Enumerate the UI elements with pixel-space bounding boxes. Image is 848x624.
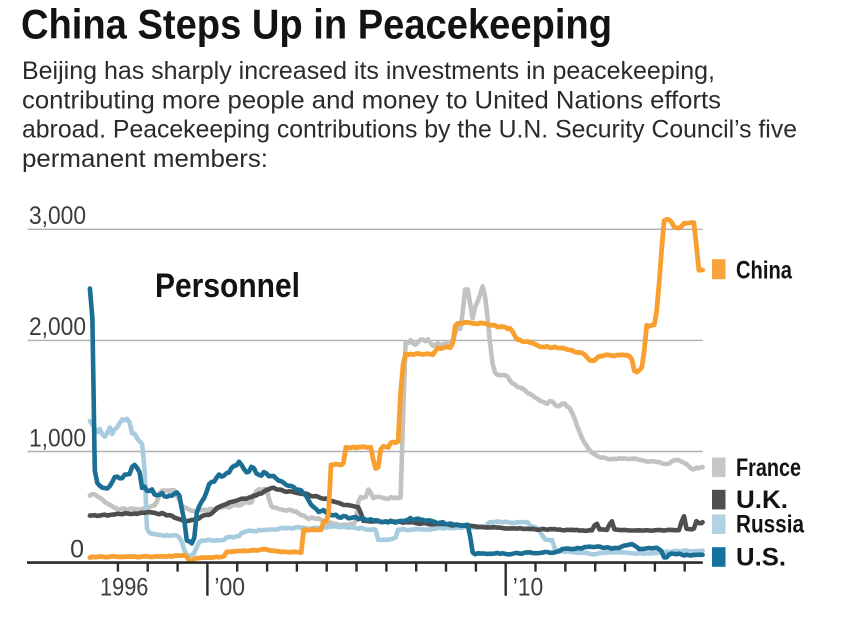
svg-text:1996: 1996 [100, 574, 148, 602]
svg-text:China Steps Up in Peacekeeping: China Steps Up in Peacekeeping [21, 1, 612, 48]
svg-text:0: 0 [70, 536, 84, 564]
svg-text:U.K.: U.K. [736, 486, 788, 514]
svg-text:contributing more people and m: contributing more people and money to Un… [22, 86, 721, 114]
svg-text:’10: ’10 [513, 574, 544, 602]
svg-text:China: China [736, 257, 793, 285]
svg-text:1,000: 1,000 [29, 424, 86, 452]
svg-text:Russia: Russia [736, 511, 805, 539]
svg-text:2,000: 2,000 [29, 313, 86, 341]
svg-text:3,000: 3,000 [29, 202, 86, 230]
svg-text:U.S.: U.S. [736, 543, 786, 571]
svg-text:Personnel: Personnel [155, 267, 300, 305]
svg-text:’00: ’00 [214, 574, 245, 602]
svg-text:France: France [736, 454, 801, 482]
svg-text:abroad. Peacekeeping contribut: abroad. Peacekeeping contributions by th… [22, 116, 797, 144]
svg-text:Beijing has sharply increased: Beijing has sharply increased its invest… [22, 57, 715, 85]
svg-text:permanent members:: permanent members: [22, 145, 268, 173]
